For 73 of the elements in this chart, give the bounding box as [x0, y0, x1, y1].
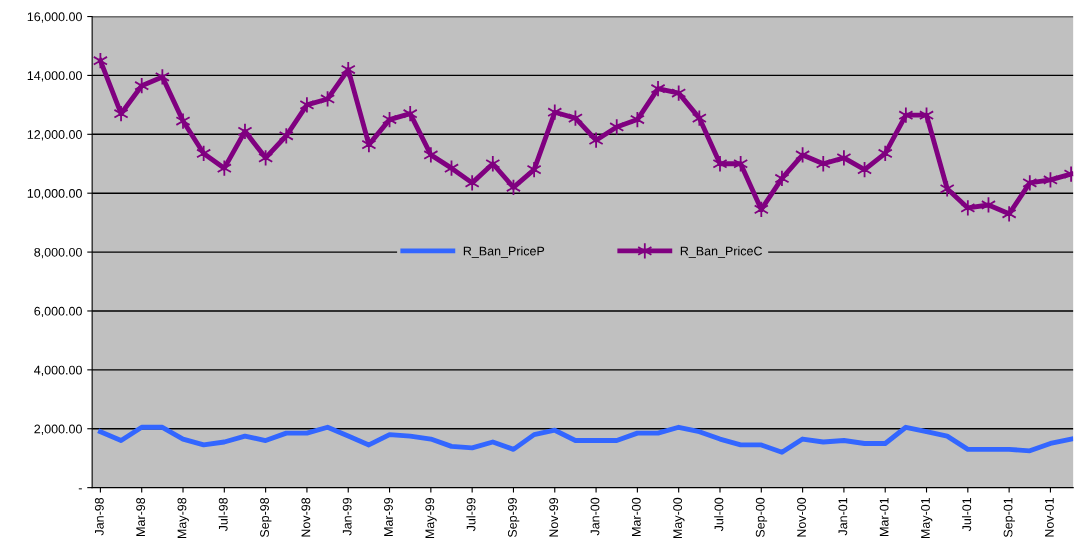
- x-tick-label: Jan-98: [94, 497, 104, 536]
- point: [134, 77, 150, 95]
- x-tick-label: Sep-98: [260, 497, 272, 538]
- x-tick-label: Nov-00: [797, 497, 806, 537]
- x-tick-label: May-98: [177, 497, 189, 539]
- x-tick-label: Mar-01: [879, 497, 889, 536]
- y-tick-label: 10,000.00: [27, 189, 82, 200]
- point: [154, 68, 170, 86]
- x-tick-label: Jul-98: [218, 497, 228, 532]
- point: [712, 155, 728, 173]
- point: [340, 60, 356, 79]
- point: [815, 155, 831, 173]
- x-tick-label: Nov-01: [1044, 497, 1054, 537]
- point: [898, 106, 914, 124]
- x-tick-label: Jan-99: [342, 497, 352, 536]
- point: [836, 149, 852, 167]
- point: [113, 105, 129, 123]
- x-tick-label: May-01: [921, 497, 933, 539]
- x-tick-label: Mar-00: [631, 497, 641, 536]
- point: [258, 149, 274, 167]
- point: [237, 122, 253, 140]
- point: [691, 109, 707, 127]
- point: [877, 144, 893, 162]
- y-tick-label: -: [78, 488, 82, 490]
- point: [753, 200, 769, 218]
- x-tick-label: May-99: [425, 497, 437, 539]
- point: [485, 155, 501, 173]
- point: [299, 96, 315, 114]
- x-tick-label: Jan-01: [838, 497, 848, 536]
- point: [92, 52, 108, 70]
- x-tick-label: Jul-00: [714, 497, 724, 532]
- point: [609, 118, 625, 136]
- x-tick-label: Jan-00: [590, 497, 600, 536]
- point: [939, 180, 955, 198]
- point: [547, 103, 563, 121]
- point: [588, 131, 604, 149]
- x-tick-label: Jul-01: [962, 497, 972, 532]
- y-tick-label: 14,000.00: [27, 71, 82, 82]
- point: [278, 127, 294, 145]
- point: [464, 174, 480, 192]
- point: [795, 146, 811, 164]
- y-tick-label: 4,000.00: [34, 365, 82, 376]
- point: [175, 112, 191, 130]
- point: [671, 84, 687, 102]
- x-tick-label: Nov-99: [549, 497, 559, 537]
- legend-label: R_Ban_PriceC: [680, 246, 763, 258]
- point: [216, 159, 232, 177]
- point: [1001, 205, 1017, 223]
- point: [526, 161, 542, 179]
- y-tick-label: 8,000.00: [34, 247, 82, 259]
- x-tick-label: Mar-99: [384, 497, 393, 536]
- x-tick-label: Sep-99: [507, 497, 520, 538]
- point: [423, 146, 439, 164]
- legend-label: R_Ban_PriceP: [463, 246, 545, 258]
- x-tick-label: Sep-00: [755, 497, 768, 538]
- point: [196, 144, 212, 162]
- point: [650, 80, 666, 98]
- point: [629, 111, 645, 129]
- point: [774, 169, 790, 188]
- x-tick-label: Jul-99: [466, 497, 476, 532]
- x-tick-label: Mar-98: [136, 497, 146, 536]
- line-series: [97, 424, 1074, 455]
- y-tick-label: 2,000.00: [34, 424, 82, 435]
- x-tick-label: Sep-01: [1003, 497, 1015, 538]
- point: [960, 199, 976, 217]
- y-tick-label: 6,000.00: [34, 306, 82, 318]
- y-tick-label: 16,000.00: [27, 12, 82, 23]
- point: [361, 136, 377, 154]
- x-tick-label: Nov-98: [301, 497, 311, 537]
- x-tick-label: May-00: [673, 497, 685, 539]
- point: [1022, 174, 1038, 192]
- point: [733, 155, 749, 173]
- y-tick-label: 12,000.00: [27, 130, 82, 141]
